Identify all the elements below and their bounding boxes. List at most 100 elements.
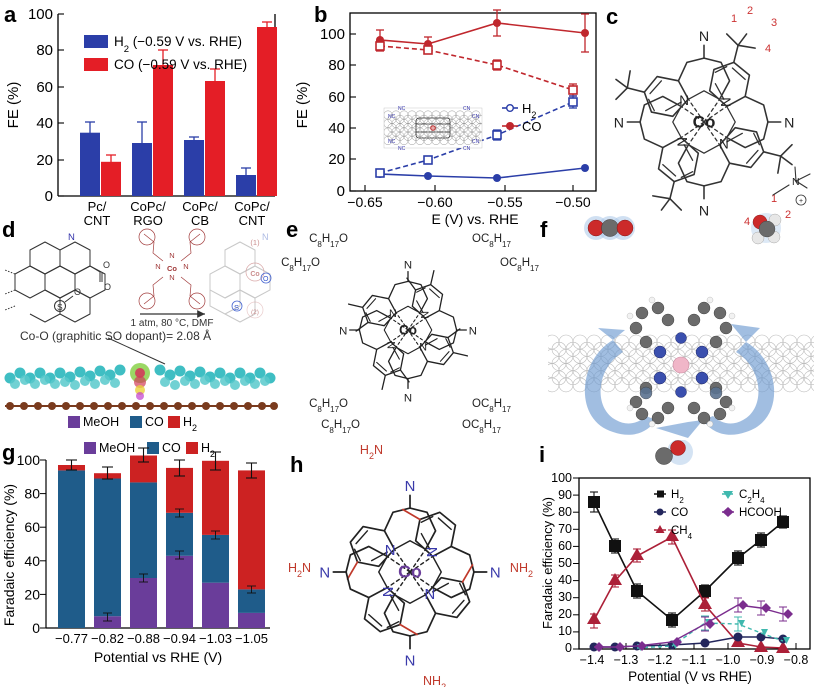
svg-text:N: N xyxy=(490,566,501,582)
svg-text:C2H4: C2H4 xyxy=(739,489,765,505)
svg-text:C8H17O: C8H17O xyxy=(321,419,360,435)
svg-text:100: 100 xyxy=(28,6,53,23)
svg-text:−1.3: −1.3 xyxy=(614,653,639,667)
svg-text:−1.2: −1.2 xyxy=(648,653,673,667)
svg-text:CO: CO xyxy=(145,415,164,429)
svg-text:H2N: H2N xyxy=(288,561,311,579)
svg-text:O: O xyxy=(103,260,110,270)
svg-text:40: 40 xyxy=(328,120,345,137)
svg-text:20: 20 xyxy=(328,151,345,168)
svg-text:−1.0: −1.0 xyxy=(716,653,741,667)
svg-text:100: 100 xyxy=(320,26,345,43)
svg-text:N: N xyxy=(404,392,412,404)
svg-text:0: 0 xyxy=(565,641,572,655)
svg-text:(2): (2) xyxy=(251,309,259,316)
svg-text:90: 90 xyxy=(558,488,572,502)
svg-text:Co: Co xyxy=(398,562,422,582)
svg-text:Co: Co xyxy=(167,264,177,273)
svg-text:0: 0 xyxy=(32,620,40,636)
svg-text:3: 3 xyxy=(771,17,777,29)
svg-text:O: O xyxy=(263,276,269,283)
svg-text:N: N xyxy=(183,262,188,271)
svg-text:O: O xyxy=(74,287,81,297)
svg-text:−0.77: −0.77 xyxy=(55,631,88,646)
svg-text:H2: H2 xyxy=(671,489,684,505)
svg-text:100: 100 xyxy=(551,471,572,485)
svg-text:60: 60 xyxy=(328,89,345,106)
svg-text:d: d xyxy=(2,217,15,242)
svg-text:Co: Co xyxy=(250,271,259,278)
svg-text:Potential vs RHE (V): Potential vs RHE (V) xyxy=(94,649,222,665)
svg-text:H2N: H2N xyxy=(360,443,383,461)
svg-text:10: 10 xyxy=(558,624,572,638)
svg-text:a: a xyxy=(4,2,17,27)
svg-text:40: 40 xyxy=(36,115,53,132)
svg-text:−1.03: −1.03 xyxy=(199,631,232,646)
svg-text:CN: CN xyxy=(463,146,471,152)
svg-text:Co-O (graphitic SO dopant)= 2.: Co-O (graphitic SO dopant)= 2.08 Å xyxy=(20,328,211,343)
svg-text:−1.1: −1.1 xyxy=(682,653,707,667)
svg-text:OC8H17: OC8H17 xyxy=(472,233,511,249)
svg-text:60: 60 xyxy=(558,539,572,553)
svg-text:50: 50 xyxy=(558,556,572,570)
svg-text:NH2: NH2 xyxy=(510,561,533,579)
svg-text:C8H17O: C8H17O xyxy=(281,257,320,273)
svg-text:−0.9: −0.9 xyxy=(750,653,775,667)
svg-text:N: N xyxy=(169,273,174,282)
svg-text:−0.50: −0.50 xyxy=(555,194,591,210)
svg-text:100: 100 xyxy=(17,452,41,468)
svg-text:N: N xyxy=(169,251,174,260)
svg-text:H2: H2 xyxy=(522,101,536,120)
svg-text:4: 4 xyxy=(765,43,771,55)
svg-text:−0.94: −0.94 xyxy=(163,631,196,646)
svg-text:Faradaic efficiency (%): Faradaic efficiency (%) xyxy=(540,497,555,629)
svg-text:NC: NC xyxy=(398,146,406,152)
svg-text:80: 80 xyxy=(24,486,40,502)
svg-text:N: N xyxy=(339,325,347,337)
svg-text:−1.4: −1.4 xyxy=(580,653,605,667)
svg-text:CO: CO xyxy=(671,507,688,519)
svg-text:OC8H17: OC8H17 xyxy=(500,257,539,273)
svg-text:40: 40 xyxy=(558,573,572,587)
svg-text:N: N xyxy=(404,259,412,271)
svg-text:80: 80 xyxy=(558,505,572,519)
svg-text:60: 60 xyxy=(36,79,53,96)
svg-text:b: b xyxy=(314,2,327,27)
svg-text:20: 20 xyxy=(36,152,53,169)
svg-text:−0.60: −0.60 xyxy=(417,194,453,210)
svg-text:C8H17O: C8H17O xyxy=(309,233,348,249)
svg-text:20: 20 xyxy=(558,607,572,621)
svg-text:70: 70 xyxy=(558,522,572,536)
svg-text:+: + xyxy=(799,198,803,205)
svg-text:C8H17O: C8H17O xyxy=(309,398,348,414)
svg-text:0: 0 xyxy=(45,188,53,205)
svg-text:H2: H2 xyxy=(183,415,197,433)
svg-text:−0.82: −0.82 xyxy=(91,631,124,646)
svg-text:−0.88: −0.88 xyxy=(127,631,160,646)
svg-text:Faradaic efficiency (%): Faradaic efficiency (%) xyxy=(1,484,17,626)
svg-text:(1): (1) xyxy=(250,238,260,247)
svg-text:1 atm, 80 °C, DMF: 1 atm, 80 °C, DMF xyxy=(131,318,214,329)
svg-text:N: N xyxy=(68,232,75,243)
svg-text:H2: H2 xyxy=(201,441,215,459)
svg-text:O: O xyxy=(104,282,111,292)
svg-text:CO (−0.59 V vs. RHE): CO (−0.59 V vs. RHE) xyxy=(114,57,247,72)
svg-text:CO: CO xyxy=(522,119,542,134)
svg-text:CN: CN xyxy=(463,106,471,112)
svg-text:S: S xyxy=(234,303,239,312)
svg-text:30: 30 xyxy=(558,590,572,604)
svg-text:−0.65: −0.65 xyxy=(347,194,383,210)
svg-text:80: 80 xyxy=(328,57,345,74)
svg-text:−0.8: −0.8 xyxy=(784,653,809,667)
svg-text:CO: CO xyxy=(162,441,181,455)
svg-text:0: 0 xyxy=(337,183,345,200)
svg-text:H2 (−0.59 V vs. RHE): H2 (−0.59 V vs. RHE) xyxy=(114,34,242,55)
svg-text:HCOOH: HCOOH xyxy=(739,507,782,519)
svg-text:h: h xyxy=(290,452,303,477)
svg-text:i: i xyxy=(539,442,545,467)
svg-text:OC8H17: OC8H17 xyxy=(462,419,501,435)
svg-text:NC: NC xyxy=(398,106,406,112)
svg-text:NC: NC xyxy=(388,114,396,120)
svg-text:Co: Co xyxy=(693,113,716,132)
svg-text:−0.55: −0.55 xyxy=(487,194,523,210)
